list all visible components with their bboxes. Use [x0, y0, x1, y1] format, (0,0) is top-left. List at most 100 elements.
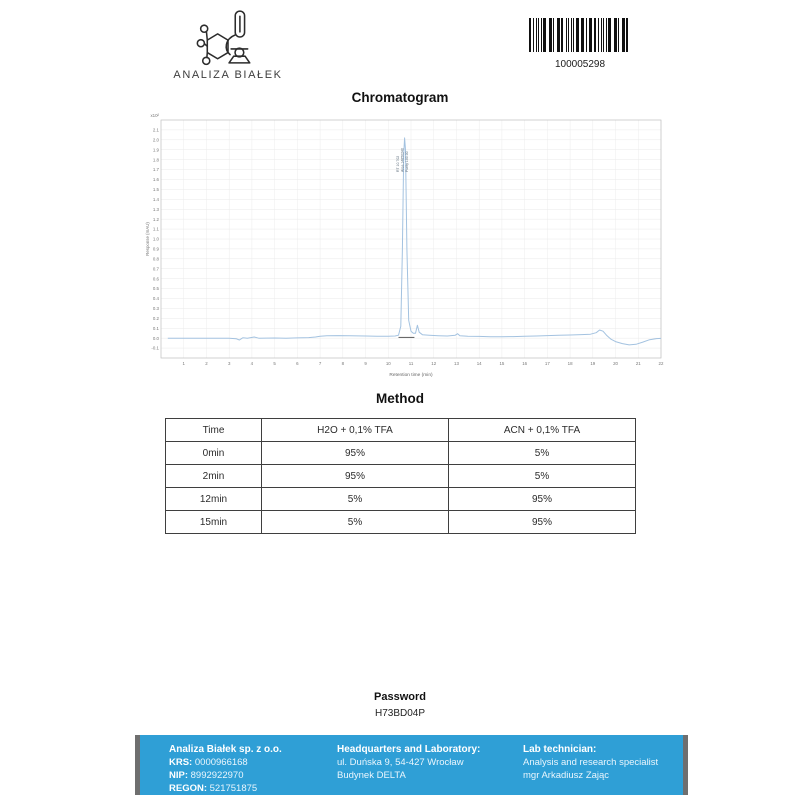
method-row: 15min 5% 95%	[165, 510, 636, 534]
method-cell: 95%	[261, 464, 449, 488]
svg-text:0.0: 0.0	[153, 336, 160, 341]
svg-text:x10²: x10²	[150, 113, 159, 118]
method-row: 12min 5% 95%	[165, 487, 636, 511]
chromatogram-title: Chromatogram	[351, 90, 449, 105]
svg-text:1: 1	[183, 361, 186, 366]
svg-text:Area 14850240: Area 14850240	[400, 148, 404, 172]
method-cell: 5%	[448, 441, 636, 465]
molecule-microscope-icon	[196, 10, 251, 66]
regon-label: REGON:	[169, 783, 207, 794]
svg-text:Purity 100.00: Purity 100.00	[405, 151, 409, 172]
svg-text:5: 5	[273, 361, 276, 366]
svg-text:13: 13	[454, 361, 459, 366]
hq-address-line2: Budynek DELTA	[337, 770, 406, 781]
svg-text:2: 2	[205, 361, 208, 366]
svg-text:15: 15	[499, 361, 504, 366]
footer-technician-block: Lab technician: Analysis and research sp…	[523, 743, 658, 782]
krs-label: KRS:	[169, 757, 193, 768]
svg-text:16: 16	[522, 361, 527, 366]
method-cell: 95%	[448, 510, 636, 534]
method-cell: 95%	[448, 487, 636, 511]
company-regon: REGON: 521751875	[169, 782, 282, 795]
svg-text:4: 4	[251, 361, 254, 366]
method-cell: 2min	[165, 464, 262, 488]
svg-text:0.9: 0.9	[153, 247, 160, 252]
svg-text:7: 7	[319, 361, 322, 366]
company-name: Analiza Białek sp. z o.o.	[169, 744, 282, 755]
barcode: 100005298	[528, 18, 632, 70]
svg-text:0.3: 0.3	[153, 306, 160, 311]
company-logo-text: ANALIZA BIAŁEK	[173, 69, 283, 81]
regon-value: 521751875	[209, 783, 258, 794]
svg-text:1.1: 1.1	[153, 227, 160, 232]
svg-text:17: 17	[545, 361, 550, 366]
svg-text:1.9: 1.9	[153, 147, 160, 152]
svg-text:3: 3	[228, 361, 231, 366]
method-row: 2min 95% 5%	[165, 464, 636, 488]
svg-text:20: 20	[613, 361, 618, 366]
svg-text:12: 12	[431, 361, 436, 366]
svg-text:0.7: 0.7	[153, 266, 160, 271]
svg-text:0.6: 0.6	[153, 276, 160, 281]
method-header-row: Time H2O + 0,1% TFA ACN + 0,1% TFA	[165, 418, 636, 442]
svg-text:9: 9	[364, 361, 367, 366]
svg-text:1.8: 1.8	[153, 157, 160, 162]
method-cell: 5%	[448, 464, 636, 488]
technician-title: Lab technician:	[523, 744, 597, 755]
svg-text:18: 18	[568, 361, 573, 366]
footer-right-edge	[683, 735, 688, 795]
footer: Analiza Białek sp. z o.o. KRS: 000096616…	[135, 735, 688, 795]
svg-text:11: 11	[409, 361, 414, 366]
method-cell: 15min	[165, 510, 262, 534]
svg-text:1.2: 1.2	[153, 217, 160, 222]
svg-text:0.5: 0.5	[153, 286, 160, 291]
svg-text:2.0: 2.0	[153, 137, 160, 142]
barcode-number: 100005298	[554, 59, 606, 70]
svg-text:14: 14	[477, 361, 482, 366]
hq-title: Headquarters and Laboratory:	[337, 744, 481, 755]
svg-text:0.8: 0.8	[153, 256, 160, 261]
svg-text:8: 8	[342, 361, 345, 366]
svg-text:Retention time (min): Retention time (min)	[389, 372, 433, 378]
svg-text:1.6: 1.6	[153, 177, 160, 182]
footer-left-edge	[135, 735, 140, 795]
svg-text:19: 19	[590, 361, 595, 366]
technician-role: Analysis and research specialist	[523, 757, 659, 768]
svg-text:1.0: 1.0	[153, 237, 160, 242]
method-title: Method	[376, 391, 424, 406]
footer-hq-block: Headquarters and Laboratory: ul. Duńska …	[337, 743, 480, 782]
svg-text:1.4: 1.4	[153, 197, 160, 202]
barcode-bars	[529, 18, 628, 52]
method-cell: 12min	[165, 487, 262, 511]
svg-text:0.1: 0.1	[153, 326, 160, 331]
company-krs: KRS: 0000966168	[169, 756, 282, 769]
svg-text:10: 10	[386, 361, 391, 366]
nip-label: NIP:	[169, 770, 188, 781]
krs-value: 0000966168	[194, 757, 248, 768]
method-table: Time H2O + 0,1% TFA ACN + 0,1% TFA 0min 95%…	[165, 418, 636, 534]
method-cell: 5%	[261, 487, 449, 511]
svg-text:RT 10.702: RT 10.702	[396, 156, 400, 172]
nip-value: 8992922970	[190, 770, 244, 781]
svg-text:22: 22	[659, 361, 664, 366]
svg-text:-0.1: -0.1	[151, 346, 159, 351]
chromatogram-chart: -0.1 0.0 0.1 0.2 0.3 0.4 0.5 0.6 0.7 0.8 0.9 1.0 1.1…	[145, 110, 667, 384]
svg-text:1.3: 1.3	[153, 207, 160, 212]
svg-text:1.5: 1.5	[153, 187, 160, 192]
method-col-header: Time	[165, 418, 262, 442]
method-col-header: ACN + 0,1% TFA	[448, 418, 636, 442]
hq-address-line1: ul. Duńska 9, 54-427 Wrocław	[337, 757, 464, 768]
technician-name: mgr Arkadiusz Zając	[523, 770, 610, 781]
method-cell: 0min	[165, 441, 262, 465]
company-nip: NIP: 8992922970	[169, 769, 282, 782]
method-col-header: H2O + 0,1% TFA	[261, 418, 449, 442]
chromatogram-plot: -0.1 0.0 0.1 0.2 0.3 0.4 0.5 0.6 0.7 0.8 0.9 1.0 1.1…	[145, 113, 664, 378]
method-table-body: 0min 95% 5% 2min 95% 5% 12min 5% 95% 15min 5% 95%	[165, 441, 636, 534]
svg-text:6: 6	[296, 361, 299, 366]
method-cell: 95%	[261, 441, 449, 465]
footer-company-block: Analiza Białek sp. z o.o. KRS: 000096616…	[169, 743, 282, 795]
password-value: H73BD04P	[374, 708, 426, 719]
method-table-head: Time H2O + 0,1% TFA ACN + 0,1% TFA	[165, 418, 636, 442]
company-logo: ANALIZA BIAŁEK	[164, 8, 292, 81]
svg-text:0.4: 0.4	[153, 296, 160, 301]
